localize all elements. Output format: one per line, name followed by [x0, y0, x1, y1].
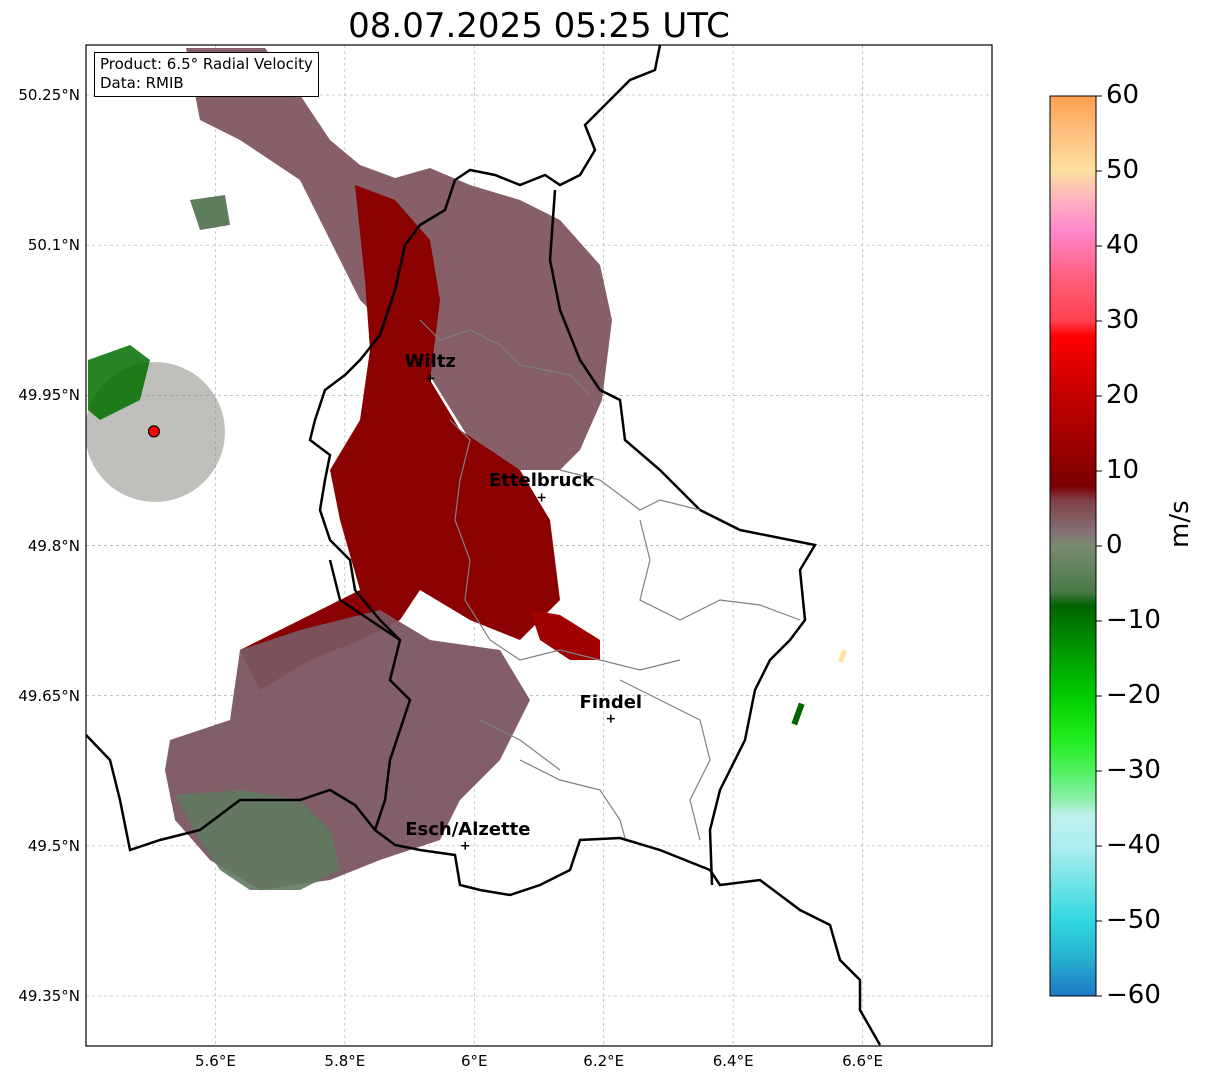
colorbar-tick-label: 20 — [1106, 380, 1140, 410]
latitude-label: 49.65°N — [18, 686, 80, 705]
colorbar — [1049, 95, 1097, 997]
info-box: Product: 6.5° Radial Velocity Data: RMIB — [94, 52, 319, 97]
longitude-label: 6.4°E — [712, 1052, 754, 1070]
city-marker — [461, 841, 470, 850]
velocity-echo-east-green — [791, 702, 805, 726]
longitude-label: 5.6°E — [195, 1052, 236, 1070]
latitude-label: 50.25°N — [18, 86, 80, 105]
city-label: Esch/Alzette — [405, 818, 531, 840]
colorbar-tick-label: −10 — [1106, 605, 1161, 635]
colorbar-unit-label: m/s — [1165, 500, 1195, 548]
belgium-luxembourg-border — [328, 559, 401, 642]
velocity-echo-northwest-patch — [190, 195, 230, 230]
longitude-label: 6°E — [461, 1052, 488, 1070]
city-label: Ettelbruck — [489, 470, 595, 492]
colorbar-ticks — [1096, 95, 1102, 997]
city-marker — [426, 374, 435, 383]
canton-borders — [419, 319, 801, 841]
city-label: Wiltz — [404, 351, 456, 373]
radar-site-marker — [147, 425, 161, 438]
borders — [86, 45, 882, 1046]
velocity-echo-red-spot — [530, 610, 600, 660]
city-marker — [537, 493, 546, 502]
map-markers — [147, 374, 615, 850]
latitude-label: 49.8°N — [27, 536, 80, 555]
colorbar-tick-label: 0 — [1106, 530, 1123, 560]
map-frame — [85, 44, 993, 1047]
national-border — [308, 45, 882, 1046]
latitude-label: 50.1°N — [27, 236, 80, 255]
velocity-echo-negative-near-radar — [88, 345, 150, 420]
latitude-label: 49.95°N — [18, 386, 80, 405]
velocity-echo-core — [240, 185, 560, 690]
velocity-echo-southwest-green — [175, 790, 340, 890]
product-text: Product: 6.5° Radial Velocity — [100, 55, 313, 73]
longitude-label: 5.8°E — [324, 1052, 366, 1070]
city-label: Findel — [579, 691, 643, 713]
luxembourg-germany-border — [548, 189, 817, 886]
colorbar-tick-label: 30 — [1106, 305, 1140, 335]
colorbar-tick-label: −40 — [1106, 830, 1161, 860]
latitude-label: 49.5°N — [27, 836, 80, 855]
city-marker — [606, 714, 615, 723]
colorbar-tick-label: −20 — [1106, 680, 1161, 710]
velocity-echo-east-yellow — [838, 649, 847, 663]
colorbar-tick-label: −60 — [1106, 980, 1161, 1010]
source-text: Data: RMIB — [100, 74, 184, 92]
longitude-label: 6.2°E — [583, 1052, 625, 1070]
colorbar-tick-label: 50 — [1106, 155, 1140, 185]
colorbar-tick-label: 40 — [1106, 230, 1140, 260]
colorbar-tick-label: −30 — [1106, 755, 1161, 785]
latitude-label: 49.35°N — [18, 986, 80, 1005]
map-title: 08.07.2025 05:25 UTC — [348, 6, 730, 46]
colorbar-tick-label: 10 — [1106, 455, 1140, 485]
colorbar-tick-label: −50 — [1106, 905, 1161, 935]
longitude-label: 6.6°E — [842, 1052, 883, 1070]
southern-border — [86, 734, 376, 852]
colorbar-tick-label: 60 — [1106, 80, 1140, 110]
